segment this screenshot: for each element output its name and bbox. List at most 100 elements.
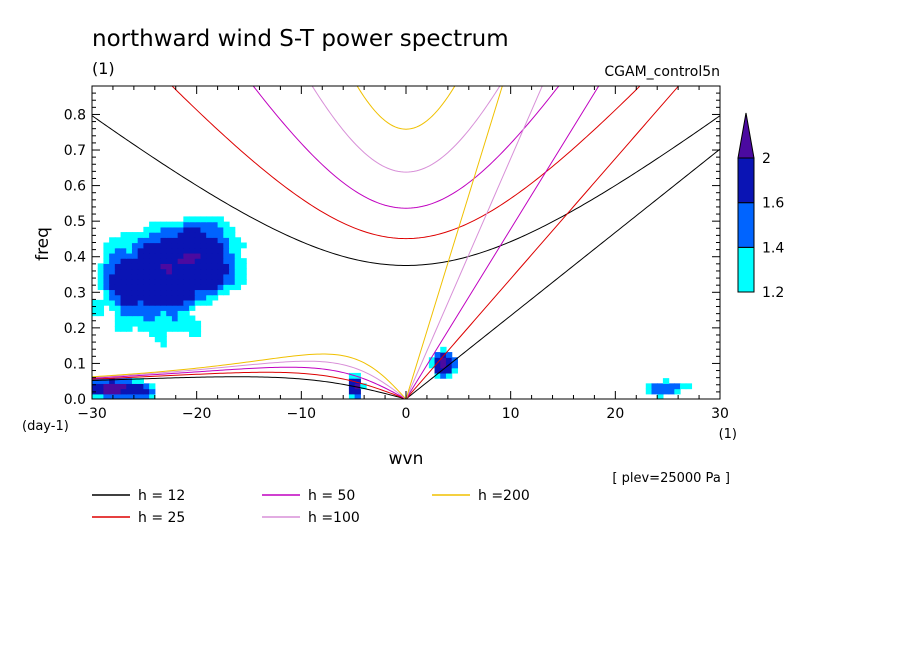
power-cell xyxy=(445,352,453,358)
power-cell xyxy=(149,305,156,311)
power-cell xyxy=(662,383,670,390)
power-cell xyxy=(160,247,167,254)
power-cell xyxy=(160,341,167,348)
power-cell xyxy=(137,247,144,254)
power-cell xyxy=(154,315,162,322)
power-cell xyxy=(114,252,122,259)
power-cell xyxy=(103,289,110,296)
power-cell xyxy=(131,388,139,395)
power-cell xyxy=(434,362,441,369)
power-cell xyxy=(657,383,664,390)
rossby-curve xyxy=(92,376,407,399)
power-cell xyxy=(131,305,139,311)
power-cell xyxy=(120,289,127,296)
power-cell xyxy=(217,284,224,291)
power-cell xyxy=(657,393,664,399)
y-tick-label: 0.3 xyxy=(64,285,86,301)
power-cell xyxy=(166,247,173,254)
power-cell xyxy=(183,279,190,285)
power-cell xyxy=(171,268,179,275)
inertia-gravity-curve xyxy=(311,86,501,173)
power-cell xyxy=(194,273,202,280)
power-cell xyxy=(189,221,196,228)
power-cell xyxy=(171,232,179,238)
power-cell xyxy=(126,383,133,390)
power-cell xyxy=(149,242,156,249)
legend-label: h = 50 xyxy=(308,488,355,504)
y-tick-label: 0.7 xyxy=(64,143,86,159)
experiment-label: CGAM_control5n xyxy=(604,64,720,80)
power-cell xyxy=(154,263,162,270)
power-cell xyxy=(223,237,230,244)
x-axis-label: wvn xyxy=(389,449,424,469)
power-cell xyxy=(177,325,184,332)
power-cell xyxy=(240,279,247,285)
power-cell xyxy=(131,237,139,244)
power-cell xyxy=(206,247,213,254)
power-cell xyxy=(434,367,441,374)
power-cell xyxy=(183,237,190,244)
power-cell xyxy=(194,268,202,275)
power-cell xyxy=(194,294,202,301)
power-cell xyxy=(229,247,236,254)
power-cell xyxy=(206,268,213,275)
power-cell xyxy=(189,289,196,296)
power-cell xyxy=(217,226,224,233)
power-cell xyxy=(103,247,110,254)
power-cell xyxy=(109,273,116,280)
power-cell xyxy=(177,221,184,228)
power-cell xyxy=(131,242,139,249)
inertia-gravity-curve xyxy=(356,86,456,130)
power-cell xyxy=(166,284,173,291)
power-cell xyxy=(194,284,202,291)
power-cell xyxy=(211,279,219,285)
power-cell xyxy=(92,305,99,311)
power-cell xyxy=(160,279,167,285)
curve-legend: h = 12 h = 25 h = 50 h =100 h =200 xyxy=(92,488,530,526)
power-cell xyxy=(103,294,110,301)
power-cell xyxy=(183,294,190,301)
power-cell xyxy=(234,273,242,280)
power-cell xyxy=(166,299,173,306)
power-cell xyxy=(131,289,139,296)
inertia-gravity-curve xyxy=(252,86,560,209)
power-cell xyxy=(149,226,156,233)
power-cell xyxy=(229,237,236,244)
power-cell xyxy=(206,294,213,301)
power-cell xyxy=(109,388,116,395)
power-cell xyxy=(143,325,150,332)
kelvin-curve xyxy=(405,86,680,399)
power-cell xyxy=(120,268,127,275)
power-cell xyxy=(177,258,184,264)
power-cell xyxy=(183,232,190,238)
power-cell xyxy=(223,232,230,238)
power-cell xyxy=(211,216,219,223)
power-cell xyxy=(120,237,127,244)
power-cell xyxy=(160,336,167,343)
power-cell xyxy=(143,273,150,280)
power-cell xyxy=(348,388,356,395)
power-cell xyxy=(206,258,213,264)
power-cell xyxy=(131,263,139,270)
power-cell xyxy=(131,383,139,390)
power-cell xyxy=(189,320,196,327)
power-cell xyxy=(120,247,127,254)
power-cell xyxy=(160,252,167,259)
power-cell xyxy=(217,289,224,296)
power-cell xyxy=(126,294,133,301)
power-cell xyxy=(434,352,441,358)
power-cell xyxy=(149,393,156,399)
power-cell xyxy=(137,232,144,238)
power-cell xyxy=(160,221,167,228)
power-cell xyxy=(103,378,110,384)
power-cell xyxy=(217,216,224,223)
power-cell xyxy=(177,252,184,259)
power-cell xyxy=(194,237,202,244)
power-cell xyxy=(120,279,127,285)
power-cell xyxy=(211,232,219,238)
power-cell xyxy=(149,268,156,275)
power-cell xyxy=(217,273,224,280)
power-cell xyxy=(206,263,213,270)
inertia-gravity-curve xyxy=(171,86,641,240)
kelvin-curve xyxy=(405,86,543,399)
